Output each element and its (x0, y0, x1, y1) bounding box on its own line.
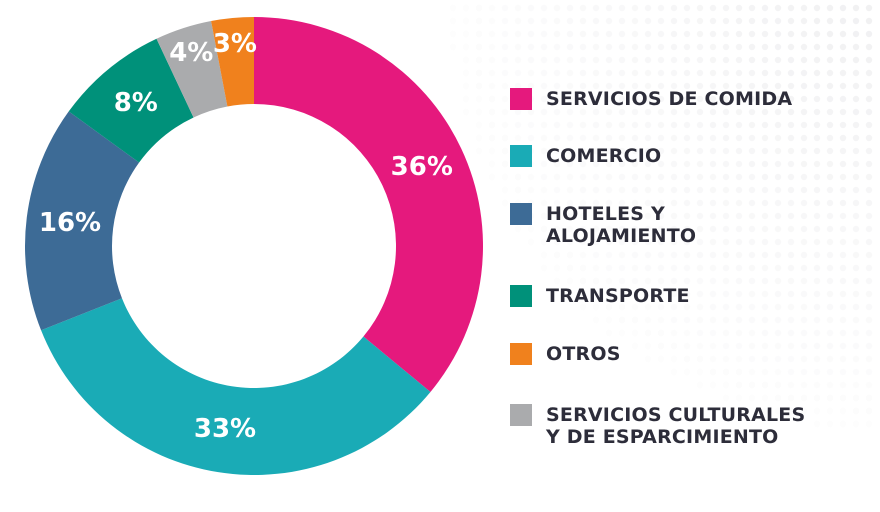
legend-label-hoteles: HOTELES Y ALOJAMIENTO (546, 203, 697, 247)
legend-swatch-culturales (510, 404, 532, 426)
slice-label-transporte: 8% (114, 88, 158, 118)
slice-servicios_comida (254, 17, 484, 392)
legend: SERVICIOS DE COMIDA COMERCIO HOTELES Y ALO… (510, 0, 870, 512)
donut-chart: 36% 33% 16% 8% 4% 3% (24, 17, 484, 475)
legend-label-comercio: COMERCIO (546, 145, 662, 167)
legend-label-servicios_comida: SERVICIOS DE COMIDA (546, 88, 793, 110)
legend-label-otros: OTROS (546, 343, 621, 365)
slice-label-comercio: 33% (194, 414, 256, 444)
legend-swatch-transporte (510, 285, 532, 307)
legend-swatch-otros (510, 343, 532, 365)
slice-label-hoteles: 16% (39, 208, 101, 238)
slice-culturales (156, 21, 228, 118)
legend-swatch-servicios_comida (510, 88, 532, 110)
slice-label-servicios_comida: 36% (391, 152, 453, 182)
legend-label-transporte: TRANSPORTE (546, 285, 690, 307)
slice-hoteles (24, 111, 140, 331)
slice-comercio (41, 298, 431, 475)
legend-swatch-hoteles (510, 203, 532, 225)
slice-transporte (68, 38, 194, 163)
slice-otros (211, 17, 254, 107)
slice-label-culturales: 4% (169, 38, 213, 68)
legend-swatch-comercio (510, 145, 532, 167)
legend-label-culturales: SERVICIOS CULTURALES Y DE ESPARCIMIENTO (546, 404, 806, 448)
slice-label-otros: 3% (213, 29, 257, 59)
